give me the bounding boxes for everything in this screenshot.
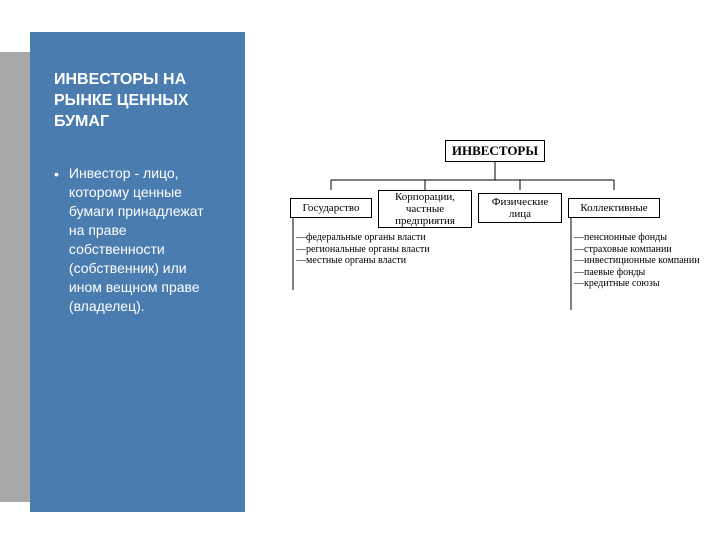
sublist-item: — пенсионные фонды [574,232,700,244]
sublist-item-label: федеральные органы власти [306,232,426,244]
dash-icon: — [574,232,580,244]
dash-icon: — [574,244,580,256]
bullet-item: • Инвестор - лицо, которому ценные бумаг… [54,164,221,315]
sublist-item-label: паевые фонды [584,267,645,279]
sublist-item-label: пенсионные фонды [584,232,667,244]
dash-icon: — [574,278,580,290]
sublist-item: — федеральные органы власти [296,232,430,244]
tree-child-label: Коллективные [580,202,647,214]
sublist-item: — региональные органы власти [296,244,430,256]
left-panel: ИНВЕСТОРЫ НА РЫНКЕ ЦЕННЫХ БУМАГ • Инвест… [30,32,245,512]
sublist-item-label: региональные органы власти [306,244,430,256]
sublist-item: — паевые фонды [574,267,700,279]
bullet-marker: • [54,165,59,184]
sublist-item-label: инвестиционные компании [584,255,700,267]
bullet-text: Инвестор - лицо, которому ценные бумаги … [69,164,221,315]
tree-root-label: ИНВЕСТОРЫ [452,143,538,159]
tree-child-phys: Физические лица [478,193,562,223]
sublist-item: — местные органы власти [296,255,430,267]
tree-child-label: Государство [303,202,360,214]
tree-child-coll: Коллективные [568,198,660,218]
dash-icon: — [296,232,302,244]
dash-icon: — [574,255,580,267]
sublist-coll: — пенсионные фонды — страховые компании — инв… [574,232,700,290]
tree-child-label: Физические лица [485,196,555,220]
dash-icon: — [296,244,302,256]
tree-child-gov: Государство [290,198,372,218]
dash-icon: — [296,255,302,267]
diagram-area: ИНВЕСТОРЫ Государство Корпорации, частны… [290,140,700,410]
sublist-item: — кредитные союзы [574,278,700,290]
dash-icon: — [574,267,580,279]
sublist-gov: — федеральные органы власти — региональные … [296,232,430,267]
sublist-item: — инвестиционные компании [574,255,700,267]
tree-root: ИНВЕСТОРЫ [445,140,545,162]
left-accent-bar [0,52,30,502]
sublist-item: — страховые компании [574,244,700,256]
tree-child-label: Корпорации, частные предприятия [385,191,465,227]
sublist-item-label: кредитные союзы [584,278,660,290]
panel-title: ИНВЕСТОРЫ НА РЫНКЕ ЦЕННЫХ БУМАГ [54,70,221,132]
sublist-item-label: местные органы власти [306,255,406,267]
sublist-item-label: страховые компании [584,244,672,256]
tree-child-corp: Корпорации, частные предприятия [378,190,472,228]
